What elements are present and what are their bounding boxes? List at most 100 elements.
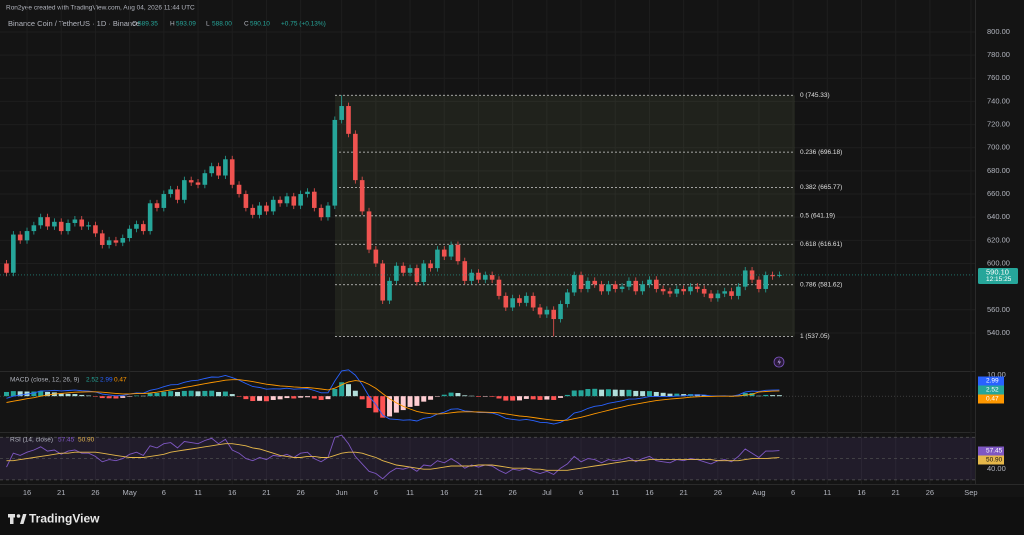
ohlc-label: O (132, 21, 137, 28)
candle-body (701, 288, 707, 294)
macd-histogram-bar (113, 396, 119, 399)
macd-histogram-bar (311, 396, 317, 399)
y-tick-label: 740.00 (987, 96, 1010, 105)
candle-body (243, 194, 249, 208)
macd-histogram-bar (599, 389, 605, 397)
candle-body (483, 275, 488, 280)
logo-part (20, 514, 27, 524)
candle-body (695, 286, 700, 289)
change: +0.75 (+0.13%) (281, 21, 326, 28)
candle-body (65, 222, 71, 232)
macd-histogram-bar (284, 396, 290, 399)
candle-body (339, 106, 344, 120)
x-tick-label: 26 (91, 488, 99, 497)
macd-histogram-bar (462, 395, 468, 397)
rsi-legend-ma: 50.90 (78, 437, 95, 444)
candle-body (660, 288, 666, 292)
x-tick-label: 21 (892, 488, 900, 497)
candle-body (24, 231, 30, 241)
price-badge-countdown: 12:15:25 (986, 276, 1012, 283)
macd-legend-macd: 2.99 (100, 377, 113, 384)
candle-body (476, 272, 481, 280)
macd-histogram-bar (510, 396, 516, 401)
macd-histogram-bar (674, 393, 680, 397)
macd-histogram-bar (263, 396, 269, 402)
macd-badge-value: 2.99 (986, 378, 999, 385)
y-tick-label: 760.00 (987, 73, 1010, 82)
macd-badge-value: 2.52 (986, 387, 999, 394)
macd-histogram-bar (332, 389, 338, 397)
rsi-ma-badge-value: 50.90 (986, 457, 1003, 464)
macd-histogram-bar (414, 396, 420, 406)
rsi-legend-value: 57.45 (58, 437, 75, 444)
macd-histogram-bar (291, 396, 297, 399)
candle-body (441, 249, 447, 257)
candle-body (414, 268, 420, 283)
watermark: Ron2yee created with TradingView.com, Au… (6, 5, 195, 12)
x-tick-label: 11 (611, 488, 619, 497)
macd-histogram-bar (4, 391, 9, 397)
candle-body (455, 244, 461, 262)
ohlc-label: C (244, 21, 249, 28)
candle-body (715, 293, 721, 299)
candle-body (517, 298, 522, 303)
macd-histogram-bar (270, 396, 276, 400)
macd-histogram-bar (681, 394, 687, 397)
x-tick-label: 6 (579, 488, 583, 497)
candle-body (530, 295, 536, 308)
candle-body (544, 309, 550, 315)
macd-histogram-bar (523, 396, 529, 399)
macd-histogram-bar (441, 394, 447, 397)
macd-histogram-bar (304, 396, 310, 398)
candle-body (558, 304, 563, 320)
candle-body (58, 221, 64, 232)
x-tick-label: 26 (714, 488, 722, 497)
fib-label: 1 (537.05) (800, 333, 830, 340)
x-tick-label: 21 (679, 488, 687, 497)
candle-body (681, 288, 686, 292)
macd-histogram-bar (325, 396, 331, 400)
macd-histogram-bar (161, 391, 167, 397)
candle-body (277, 199, 283, 204)
candle-body (763, 275, 769, 289)
macd-histogram-bar (209, 390, 215, 397)
macd-histogram-bar (537, 396, 543, 400)
candle-body (756, 279, 762, 289)
macd-histogram-bar (58, 393, 64, 397)
candle-body (777, 274, 782, 276)
macd-histogram-bar (626, 389, 632, 397)
macd-histogram-bar (380, 396, 386, 418)
candle-body (17, 234, 23, 241)
y-tick-label: 640.00 (987, 212, 1010, 221)
candle-body (469, 272, 474, 281)
candle-body (188, 180, 194, 183)
macd-histogram-bar (551, 396, 557, 400)
candle-body (551, 309, 556, 320)
candle-body (223, 159, 228, 176)
macd-histogram-bar (475, 396, 481, 397)
macd-histogram-bar (31, 391, 37, 397)
macd-badge (978, 394, 1004, 404)
candle-body (31, 225, 37, 232)
candle-body (270, 199, 276, 212)
candle-body (722, 291, 727, 294)
candle-body (571, 275, 577, 293)
macd-histogram-bar (558, 396, 564, 398)
macd-histogram-bar (106, 396, 112, 399)
candle-body (448, 244, 454, 257)
macd-histogram-bar (763, 394, 769, 397)
x-tick-label: Aug (752, 488, 765, 497)
candle-body (250, 207, 256, 215)
x-tick-label: 11 (406, 488, 414, 497)
macd-histogram-bar (181, 390, 187, 397)
footer-bg (0, 497, 1024, 535)
rsi-ma-badge (978, 455, 1004, 465)
macd-histogram-bar (133, 395, 139, 397)
macd-histogram-bar (770, 395, 776, 397)
candle-body (407, 268, 413, 273)
x-tick-label: 16 (440, 488, 448, 497)
x-tick-label: Jun (336, 488, 348, 497)
ohlc-value: 593.09 (176, 21, 196, 28)
candle-body (52, 221, 57, 227)
